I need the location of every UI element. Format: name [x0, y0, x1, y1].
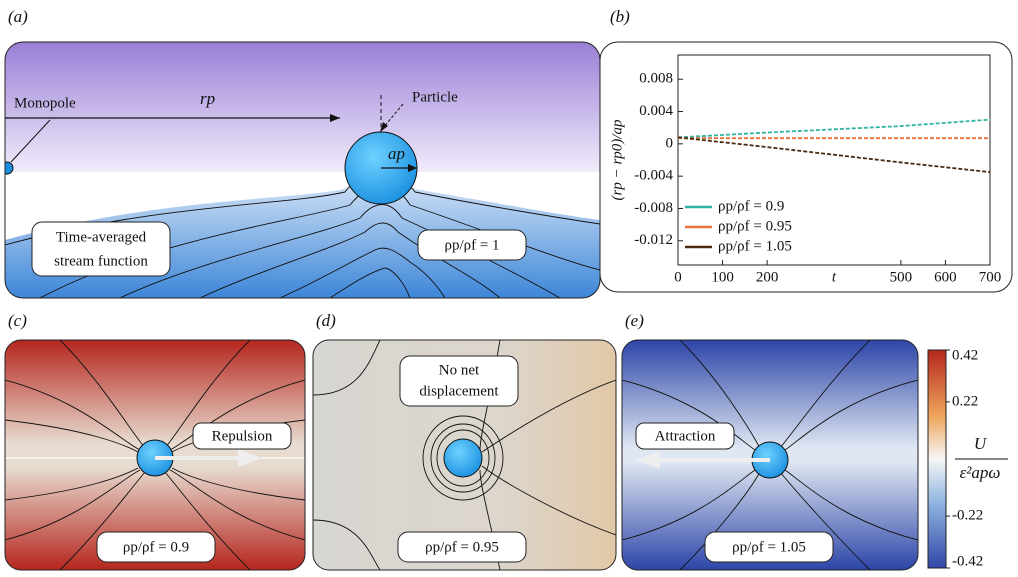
ratio-label: ρp/ρf = 1.05 [732, 539, 806, 555]
y-axis-label: (rp − rp0)/ap [609, 119, 625, 200]
panel-label: (b) [610, 7, 630, 26]
annotation: ap [388, 144, 405, 163]
annotation: Repulsion [212, 428, 273, 444]
x-tick-label: 0 [674, 269, 682, 285]
panel-label: (e) [625, 311, 644, 330]
colorbar-tick-label: -0.42 [952, 553, 983, 569]
series-line [677, 136, 991, 174]
annotation: Time-averaged [56, 229, 147, 245]
annotation: Attraction [655, 428, 716, 444]
colorbar-tick-label: 0.42 [952, 347, 978, 363]
colorbar-tick-label: -0.22 [952, 508, 983, 524]
panel-label: (d) [316, 311, 336, 330]
x-tick-label: 100 [711, 269, 734, 285]
annotation: Monopole [14, 95, 76, 111]
series-line [677, 118, 991, 139]
y-tick-label: -0.012 [634, 232, 673, 248]
ratio-label: ρp/ρf = 1 [444, 237, 499, 253]
x-tick-label: 200 [756, 269, 779, 285]
annotation: Particle [412, 89, 458, 105]
ratio-label: ρp/ρf = 0.95 [425, 539, 499, 555]
annotation: stream function [54, 253, 148, 269]
y-tick-label: 0.008 [639, 71, 673, 87]
annotation: displacement [419, 383, 499, 399]
annotation: rp [200, 89, 215, 108]
legend-label: ρp/ρf = 0.9 [718, 198, 784, 214]
y-tick-label: 0.004 [639, 103, 673, 119]
colorbar-label: ε²apω [960, 463, 1001, 482]
panel-label: (c) [8, 311, 27, 330]
plot-area [677, 54, 991, 266]
x-tick-label: 700 [979, 269, 1002, 285]
x-tick-label: 600 [934, 269, 957, 285]
panel-label: (a) [8, 7, 28, 26]
y-tick-label: -0.008 [634, 200, 673, 216]
panel-frame [599, 41, 1013, 293]
colorbar-label: U [974, 434, 988, 453]
colorbar-tick-label: 0.22 [952, 393, 978, 409]
ratio-label: ρp/ρf = 0.9 [123, 539, 189, 555]
x-tick-label: 500 [890, 269, 913, 285]
legend-label: ρp/ρf = 1.05 [718, 238, 792, 254]
y-tick-label: 0 [666, 135, 674, 151]
x-axis-label: t [832, 269, 837, 285]
colorbar-ticks: 0.42 0.22 -0.22 -0.42 [946, 347, 983, 569]
chart: 0.008 0.004 0 -0.004 -0.008 -0.012 0 100 200 500 6… [609, 54, 1002, 285]
legend-label: ρp/ρf = 0.95 [718, 218, 792, 234]
y-tick-label: -0.004 [634, 168, 673, 184]
panel-e [622, 340, 918, 570]
annotation: No net [439, 362, 480, 378]
colorbar [927, 349, 947, 569]
